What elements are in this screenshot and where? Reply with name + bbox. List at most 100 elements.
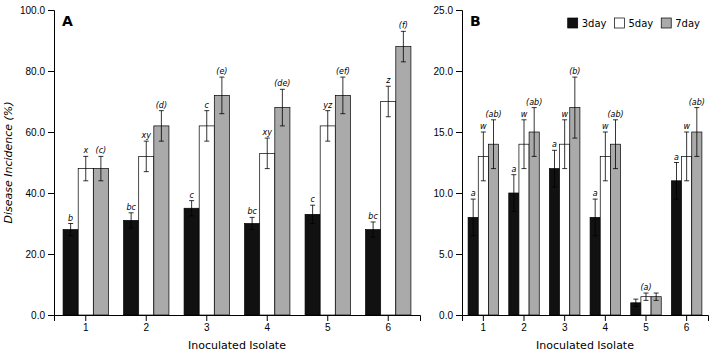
error-cap: [572, 77, 577, 78]
x-tick: 6: [684, 315, 690, 333]
x-tick: 2: [143, 315, 149, 333]
chart: bbccbccbcxxycxyyzz(c)(d)(e)(de)(ef)(f)0.…: [0, 0, 718, 357]
error-line: [635, 299, 636, 306]
panel-label: A: [62, 13, 73, 29]
bar-label: (ab): [485, 110, 501, 119]
y-tick: 40.0: [26, 188, 54, 199]
x-tick-mark: [605, 315, 606, 321]
y-tick: 20.0: [26, 249, 54, 260]
marks: [63, 31, 411, 315]
bar-label: xy: [141, 131, 152, 140]
x-tick-mark: [327, 315, 328, 321]
bar: [154, 126, 169, 315]
error-cap: [633, 299, 638, 300]
error-bar: [603, 132, 608, 181]
error-bar: [340, 77, 345, 114]
error-line: [483, 132, 484, 181]
x-axis: 123456: [55, 315, 421, 333]
error-cap: [643, 300, 648, 301]
bar: [245, 224, 260, 316]
error-cap: [371, 237, 376, 238]
bar-label: w: [683, 122, 690, 131]
bar-label: (e): [216, 67, 227, 76]
error-bar: [144, 141, 149, 172]
panel-label: B: [470, 13, 481, 29]
error-cap: [674, 199, 679, 200]
bar-label: a: [552, 140, 557, 149]
error-bar: [204, 111, 209, 141]
x-axis-title: Inoculated Isolate: [188, 339, 286, 352]
error-cap: [481, 180, 486, 181]
error-bar: [265, 138, 270, 169]
legend-swatch: [661, 18, 671, 28]
x-axis-line: [463, 316, 709, 322]
y-tick-mark: [48, 10, 54, 11]
x-tick-label: 4: [264, 322, 270, 333]
error-cap: [684, 132, 689, 133]
error-bar: [633, 299, 638, 306]
legend-item: 5day: [614, 18, 653, 29]
bar-label: x: [82, 146, 88, 155]
x-tick-mark: [645, 315, 646, 321]
error-line: [656, 293, 657, 300]
bar-label: (ab): [526, 98, 542, 107]
error-line: [524, 120, 525, 169]
error-cap: [250, 229, 255, 230]
error-bar: [684, 132, 689, 181]
error-line: [85, 156, 86, 180]
error-cap: [250, 217, 255, 218]
bar-label: a: [511, 165, 516, 174]
error-cap: [219, 113, 224, 114]
x-tick-label: 6: [385, 322, 391, 333]
error-cap: [613, 168, 618, 169]
bar: [529, 132, 539, 315]
error-cap: [401, 61, 406, 62]
error-bar: [511, 175, 516, 212]
error-line: [554, 150, 555, 187]
error-line: [373, 222, 374, 237]
error-cap: [83, 180, 88, 181]
error-cap: [310, 223, 315, 224]
error-cap: [603, 132, 608, 133]
error-cap: [68, 223, 73, 224]
y-tick-label: 20.0: [26, 249, 46, 260]
error-cap: [694, 156, 699, 157]
bar: [305, 214, 320, 315]
bar: [366, 230, 381, 315]
bar: [260, 153, 275, 315]
y-tick-label: 0.0: [31, 310, 45, 321]
y-tick-mark: [48, 132, 54, 133]
error-cap: [280, 89, 285, 90]
y-tick: 60.0: [26, 127, 54, 138]
bar: [692, 132, 702, 315]
x-tick-label: 5: [325, 322, 331, 333]
error-cap: [219, 77, 224, 78]
y-tick-label: 5.0: [439, 249, 453, 260]
bar: [509, 193, 519, 315]
error-cap: [562, 119, 567, 120]
bar: [139, 156, 154, 315]
y-tick-label: 20.0: [434, 66, 454, 77]
error-bar: [471, 199, 476, 236]
error-cap: [643, 293, 648, 294]
bar-label: (b): [569, 67, 580, 76]
bar: [488, 144, 498, 315]
error-cap: [593, 235, 598, 236]
error-cap: [129, 212, 134, 213]
y-tick-mark: [456, 71, 462, 72]
x-tick-mark: [388, 315, 389, 321]
error-line: [473, 199, 474, 236]
error-bar: [654, 293, 659, 300]
error-bar: [371, 222, 376, 237]
error-bar: [325, 111, 330, 141]
error-line: [595, 199, 596, 236]
error-cap: [310, 205, 315, 206]
x-tick-label: 1: [481, 322, 487, 333]
error-line: [615, 120, 616, 169]
bar: [199, 126, 214, 315]
series: [478, 120, 691, 315]
error-bar: [481, 132, 486, 181]
bar-label: a: [471, 189, 476, 198]
y-tick-mark: [48, 193, 54, 194]
x-tick-label: 5: [643, 322, 649, 333]
